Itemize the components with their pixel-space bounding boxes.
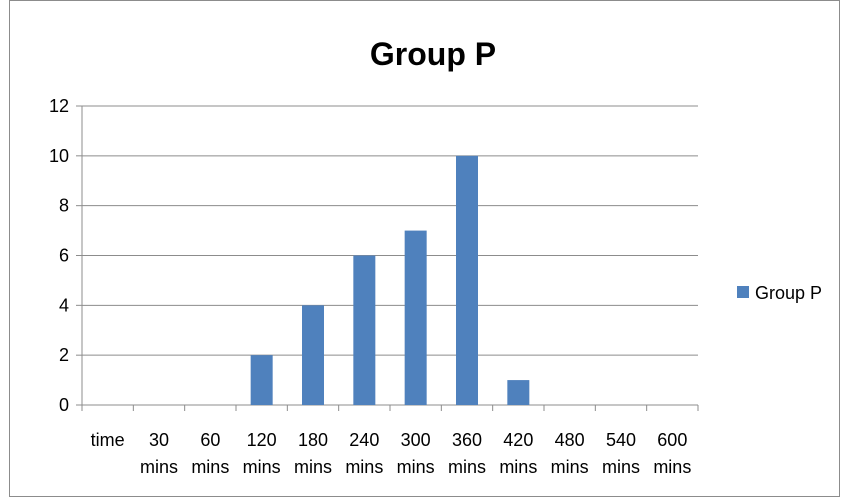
x-tick-label: 120 (247, 430, 277, 450)
bar (353, 256, 375, 406)
x-tick-label-unit: mins (243, 457, 281, 477)
x-tick-label: 30 (149, 430, 169, 450)
bars (251, 156, 530, 405)
y-tick-label: 0 (59, 395, 69, 415)
x-tick-label-unit: mins (397, 457, 435, 477)
x-tick-label: time (91, 430, 125, 450)
x-tick-label-unit: mins (499, 457, 537, 477)
y-tick-label: 6 (59, 246, 69, 266)
x-axis-ticks: time 30 mins 60 mins 120 mins 180 mins 240 mins 300… (91, 430, 692, 477)
legend: Group P (737, 283, 822, 303)
chart-title: Group P (370, 36, 496, 72)
x-tick-label-unit: mins (551, 457, 589, 477)
legend-swatch (737, 286, 749, 298)
bar (405, 231, 427, 405)
x-tick-label: 360 (452, 430, 482, 450)
x-tick-label-unit: mins (602, 457, 640, 477)
y-tick-label: 8 (59, 196, 69, 216)
x-tick-label: 180 (298, 430, 328, 450)
x-tick-label: 600 (657, 430, 687, 450)
y-axis-ticks: 0 2 4 6 8 10 12 (49, 96, 69, 415)
x-tick-label-unit: mins (345, 457, 383, 477)
legend-label: Group P (755, 283, 822, 303)
x-tick-label: 540 (606, 430, 636, 450)
x-tick-label-unit: mins (448, 457, 486, 477)
y-tick-label: 4 (59, 295, 69, 315)
y-tick-label: 12 (49, 96, 69, 116)
chart-svg: Group P 0 2 4 6 8 10 12 time 30 mins 60 mins 120 min… (10, 1, 841, 498)
y-tick-label: 10 (49, 146, 69, 166)
x-tick-label-unit: mins (294, 457, 332, 477)
x-tick-label-unit: mins (653, 457, 691, 477)
x-tick-label: 60 (200, 430, 220, 450)
x-tick-label-unit: mins (140, 457, 178, 477)
chart-area: Group P 0 2 4 6 8 10 12 time 30 mins 60 mins 120 min… (9, 0, 840, 497)
bar (507, 380, 529, 405)
axes (76, 106, 698, 411)
gridlines (82, 106, 698, 355)
y-tick-label: 2 (59, 345, 69, 365)
bar (302, 305, 324, 405)
x-tick-label: 240 (349, 430, 379, 450)
x-tick-label-unit: mins (191, 457, 229, 477)
x-tick-label: 420 (503, 430, 533, 450)
bar (456, 156, 478, 405)
x-tick-label: 480 (555, 430, 585, 450)
bar (251, 355, 273, 405)
x-tick-label: 300 (401, 430, 431, 450)
